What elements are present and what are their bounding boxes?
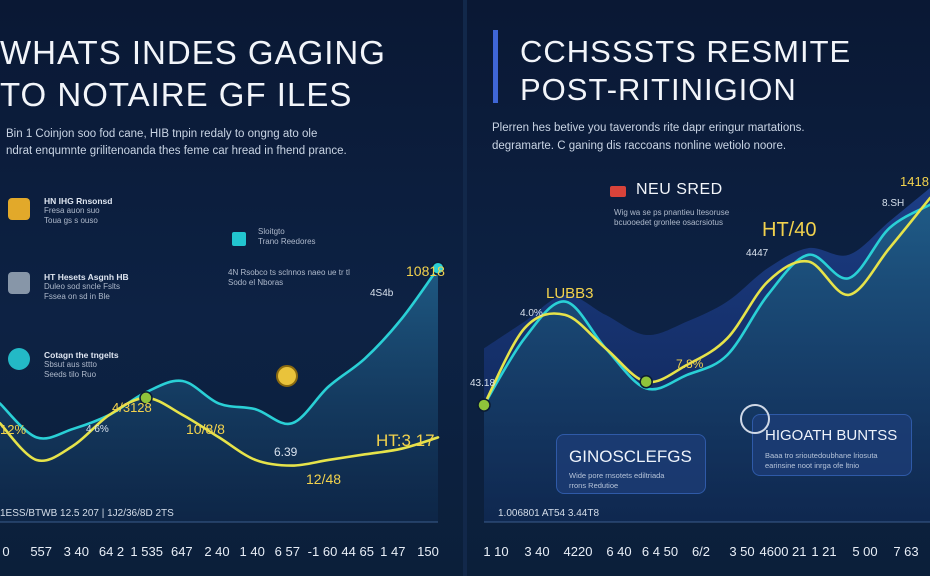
x-tick-label: 1 47 — [380, 544, 405, 559]
annotation-label: 10818 — [406, 263, 445, 279]
x-tick-label: 1 40 — [240, 544, 265, 559]
badge-description: Wig wa se ps pnantieu ltesoruse bcuooede… — [614, 208, 730, 227]
x-tick-label: 1 10 — [483, 544, 508, 559]
doc-icon — [8, 198, 30, 220]
x-tick-label: 6 40 — [606, 544, 631, 559]
data-marker — [431, 261, 445, 275]
right-subtitle-line2: degramarte. C ganing dis raccoans nonlin… — [492, 140, 787, 152]
annotation-label: 6.39 — [274, 445, 298, 459]
right-title-line2: POST-RITINIGION — [520, 72, 797, 107]
area-fill — [0, 268, 438, 522]
x-tick-label: -1 60 — [308, 544, 338, 559]
annotation-label: 10/8/8 — [186, 421, 225, 437]
small-legend: 4N Rsobco ts sclnnos naeo ue tr tl Sodo … — [228, 268, 350, 287]
legend-item: Cotagn the tngelts Sbsut aus sttto Seeds… — [44, 350, 119, 379]
series-line-0 — [482, 203, 930, 407]
card-text: Baaa tro srioutedoubhane lriosuta — [765, 451, 878, 460]
legend-item: HN IHG Rnsonsd Fresa auon suo Toua gs s … — [44, 196, 113, 225]
x-tick-label: 6 4 50 — [642, 544, 678, 559]
x-tick-label: 0 — [2, 544, 9, 559]
mini-legend: Sloitgto Trano Reedores — [258, 227, 316, 246]
annotation-label: 7.8% — [676, 357, 704, 371]
info-card-2: HIGOATH BUNTSS Baaa tro srioutedoubhane … — [752, 414, 912, 476]
x-tick-label: 6/2 — [692, 544, 710, 559]
x-tick-label: 7 63 — [893, 544, 918, 559]
series-line-1 — [0, 396, 440, 467]
x-tick-label: 44 65 — [341, 544, 374, 559]
x-tick-label: 2 40 — [204, 544, 229, 559]
right-title-line1: CCHSSSTS RESMITE — [520, 34, 852, 69]
annotation-label: 4.0% — [520, 308, 543, 319]
annotation-label: 8.SH — [882, 198, 904, 209]
left-title-line1: WHATS INDES GAGING — [0, 34, 386, 71]
annotation-label: 1418 — [900, 174, 929, 189]
right-chart: 1 10 3 40 4220 6 40 6 4 50 6/2 3 50 4600 21 1 21… — [477, 188, 930, 559]
left-title-line2: TO NOTAIRE GF ILES — [0, 76, 353, 113]
x-tick-label: 5 00 — [852, 544, 877, 559]
monitor-icon — [8, 272, 30, 294]
series-line-0 — [0, 266, 440, 440]
annotation-label: 4/3128 — [112, 400, 152, 415]
annotation-label: HT/40 — [762, 219, 816, 241]
badge-title: NEU SRED — [636, 181, 723, 198]
x-tick-label: 3 40 — [64, 544, 89, 559]
card-text: rrons Redutioe — [569, 481, 619, 490]
annotation-label: 12/48 — [306, 471, 341, 487]
right-subtitle-line1: Plerren hes betive you taveronds rite da… — [492, 122, 805, 134]
x-tick-label: 1 535 — [130, 544, 163, 559]
series-line-1 — [482, 196, 930, 407]
x-tick-label: 647 — [171, 544, 193, 559]
x-tick-label: 150 — [417, 544, 439, 559]
x-tick-label: 3 40 — [524, 544, 549, 559]
info-card-1: GINOSCLEFGS Wide pore rnsotets ediltriad… — [556, 434, 706, 494]
coin-icon — [276, 365, 298, 387]
drop-icon — [8, 348, 30, 370]
x-tick-label: 4220 — [564, 544, 593, 559]
left-chart: 0 557 3 40 64 2 1 535 647 2 40 1 40 6 57 -1 60 44 … — [0, 261, 445, 559]
annotation-label: 4 6% — [86, 424, 109, 435]
right-bottom-strip: 1.006801 AT54 3.44T8 — [498, 508, 600, 519]
circle-icon — [740, 404, 770, 434]
annotation-label: 4S4b — [370, 288, 394, 299]
legend-item: HT Hesets Asgnh HB Duleo sod sncle Fslts… — [44, 272, 129, 301]
annotation-label: HT:3.17 — [376, 431, 435, 450]
data-marker — [477, 398, 491, 412]
data-marker — [139, 391, 153, 405]
left-bottom-strip: 1ESS/BTWB 12.5 207 | 1J2/36/8D 2TS — [0, 508, 174, 519]
x-tick-label: 1 21 — [811, 544, 836, 559]
card-title: GINOSCLEFGS — [569, 447, 692, 466]
square-icon — [232, 232, 246, 246]
left-subtitle-line2: ndrat enqumnte grilitenoanda thes feme c… — [6, 145, 347, 157]
annotation-label: 4447 — [746, 248, 769, 259]
flag-icon — [610, 186, 626, 197]
x-tick-label: 64 2 — [99, 544, 124, 559]
x-tick-label: 4600 21 — [760, 544, 807, 559]
title-accent-bar — [493, 30, 498, 103]
card-title: HIGOATH BUNTSS — [765, 427, 898, 444]
annotation-label: LUBB3 — [546, 285, 594, 302]
annotation-label: 43.18 — [470, 378, 495, 389]
x-tick-label: 557 — [30, 544, 52, 559]
card-text: Wide pore rnsotets ediltriada — [569, 471, 665, 480]
card-text: earinsine noot inrga ofe ltnio — [765, 461, 860, 470]
x-tick-label: 6 57 — [275, 544, 300, 559]
data-marker — [639, 374, 653, 389]
annotation-label: 12% — [0, 422, 26, 437]
panel-divider — [463, 0, 467, 576]
x-tick-label: 3 50 — [729, 544, 754, 559]
left-subtitle-line1: Bin 1 Coinjon soo fod cane, HIB tnpin re… — [6, 128, 318, 140]
